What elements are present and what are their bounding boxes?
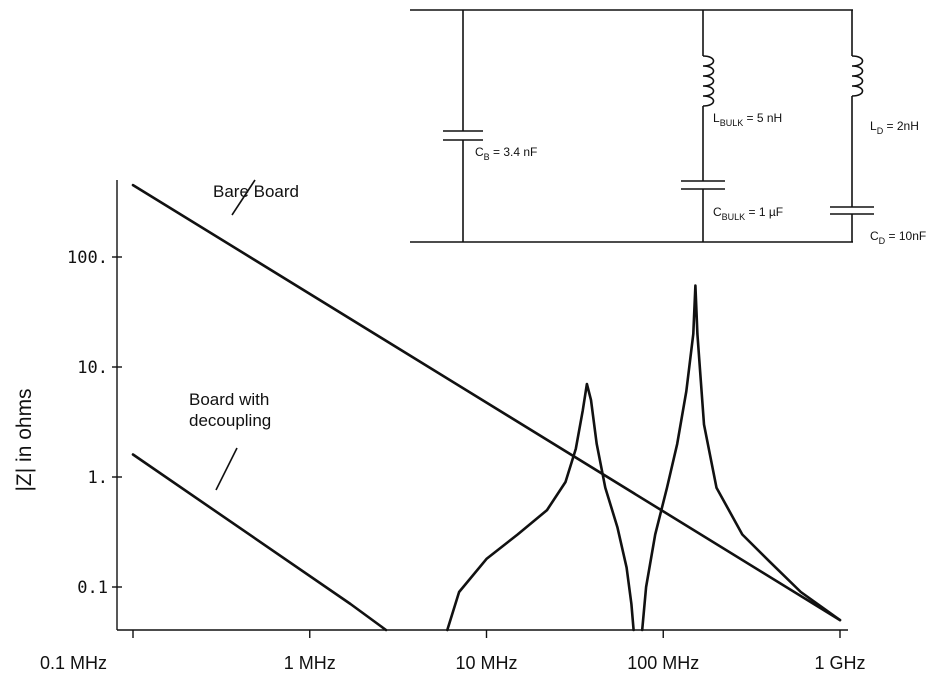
- annotation-board-with: Board with: [189, 390, 269, 409]
- decoupled-board-line-segment-3: [640, 284, 842, 632]
- x-tick-label: 1 MHz: [284, 653, 336, 673]
- decoupled-board-line-segment-1: [131, 453, 388, 632]
- lbulk-inductor-coil: [702, 55, 715, 107]
- annotation-decoupling: decoupling: [189, 411, 271, 430]
- label-ld: LD = 2nH: [870, 119, 919, 136]
- y-tick-label: 100.: [67, 248, 108, 268]
- label-lbulk: LBULK = 5 nH: [713, 111, 782, 128]
- curve-group: [131, 183, 842, 632]
- x-tick-label: 1 GHz: [814, 653, 865, 673]
- y-tick-label: 10.: [77, 358, 108, 378]
- annotation-bare-board: Bare Board: [213, 182, 299, 201]
- x-tick-label: 0.1 MHz: [40, 653, 107, 673]
- y-tick-label: 0.1: [77, 578, 108, 598]
- label-cbulk: CBULK = 1 µF: [713, 205, 783, 222]
- ld-inductor-coil: [851, 55, 864, 97]
- tick-group: 100. 10. 1. 0.1 0.1 MHz 1 MHz 10 MHz 100 MHz 1 G…: [40, 248, 866, 673]
- leader-board-with-decoupling: [215, 447, 238, 491]
- label-cd: CD = 10nF: [870, 229, 926, 246]
- leader-bare-board: [231, 179, 256, 216]
- x-tick-label: 10 MHz: [455, 653, 517, 673]
- y-tick-label: 1.: [88, 468, 108, 488]
- y-axis-label: |Z| in ohms: [13, 388, 36, 491]
- decoupled-board-line-segment-2: [446, 382, 635, 632]
- inset-circuit: CB = 3.4 nF LBULK = 5 nH CBULK = 1 µF LD…: [410, 9, 926, 246]
- label-cb: CB = 3.4 nF: [475, 145, 537, 162]
- x-tick-label: 100 MHz: [627, 653, 699, 673]
- bare-board-line: [131, 183, 842, 622]
